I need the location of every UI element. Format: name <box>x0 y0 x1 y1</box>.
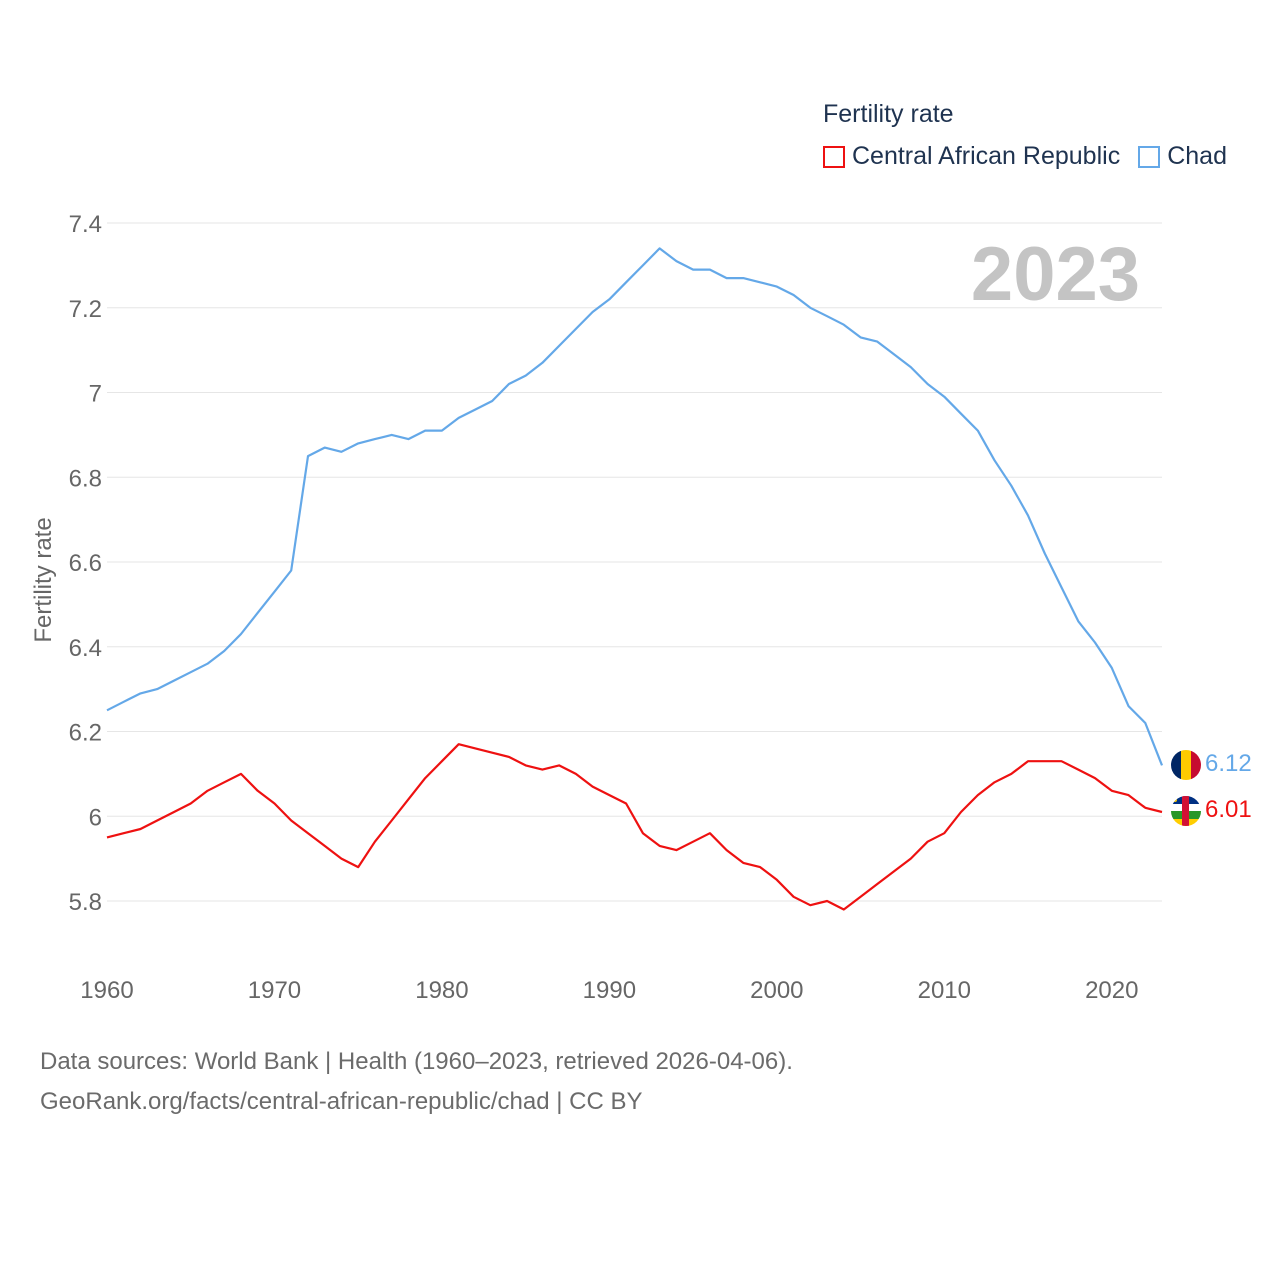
car-end-value-label: 6.01 <box>1205 796 1252 823</box>
y-axis-label: Fertility rate <box>30 517 57 642</box>
year-watermark: 2023 <box>971 232 1140 317</box>
line-chart: 5.8 6 6.2 6.4 6.6 6.8 7 7.2 7.4 1960 1970 1980 1990… <box>30 211 1252 1004</box>
footer-link[interactable]: GeoRank.org/facts/central-african-republ… <box>40 1088 643 1115</box>
legend-swatch-chad <box>1138 145 1161 168</box>
grid-lines <box>107 222 1162 902</box>
y-tick-label: 7 <box>89 381 102 408</box>
legend-label-car: Central African Republic <box>852 142 1121 170</box>
chad-flag-icon <box>1171 750 1201 780</box>
y-tick-label: 6.2 <box>69 720 102 747</box>
y-tick-label: 6.8 <box>69 465 102 492</box>
y-tick-label: 7.4 <box>69 211 102 238</box>
footer: Data sources: World Bank | Health (1960–… <box>40 1042 793 1122</box>
y-tick-label: 6 <box>89 804 102 831</box>
x-tick-label: 1960 <box>80 977 133 1004</box>
y-tick-label: 6.6 <box>69 550 102 577</box>
legend-title: Fertility rate <box>823 100 954 128</box>
y-tick-label: 6.4 <box>69 635 102 662</box>
series-line-chad[interactable] <box>106 247 1164 766</box>
legend-item-chad[interactable]: Chad <box>1138 142 1227 171</box>
y-tick-label: 7.2 <box>69 296 102 323</box>
x-tick-label: 1980 <box>415 977 468 1004</box>
x-tick-label: 1970 <box>248 977 301 1004</box>
x-tick-label: 2010 <box>918 977 971 1004</box>
series-line-central-african-republic[interactable] <box>106 743 1163 911</box>
legend-swatch-car <box>823 145 845 168</box>
central-african-republic-flag-icon <box>1171 796 1201 826</box>
y-tick-label: 5.8 <box>69 889 102 916</box>
footer-sources: Data sources: World Bank | Health (1960–… <box>40 1048 793 1075</box>
series-lines <box>106 247 1164 911</box>
x-axis-ticks: 1960 1970 1980 1990 2000 2010 2020 <box>80 977 1138 1004</box>
legend-label-chad: Chad <box>1167 142 1227 170</box>
legend-item-central-african-republic[interactable]: Central African Republic <box>823 142 1120 171</box>
x-tick-label: 1990 <box>583 977 636 1004</box>
x-tick-label: 2000 <box>750 977 803 1004</box>
chad-end-value-label: 6.12 <box>1205 750 1252 777</box>
legend: Central African Republic Chad <box>823 142 1245 171</box>
x-tick-label: 2020 <box>1085 977 1138 1004</box>
y-axis-ticks: 5.8 6 6.2 6.4 6.6 6.8 7 7.2 7.4 <box>69 211 102 916</box>
